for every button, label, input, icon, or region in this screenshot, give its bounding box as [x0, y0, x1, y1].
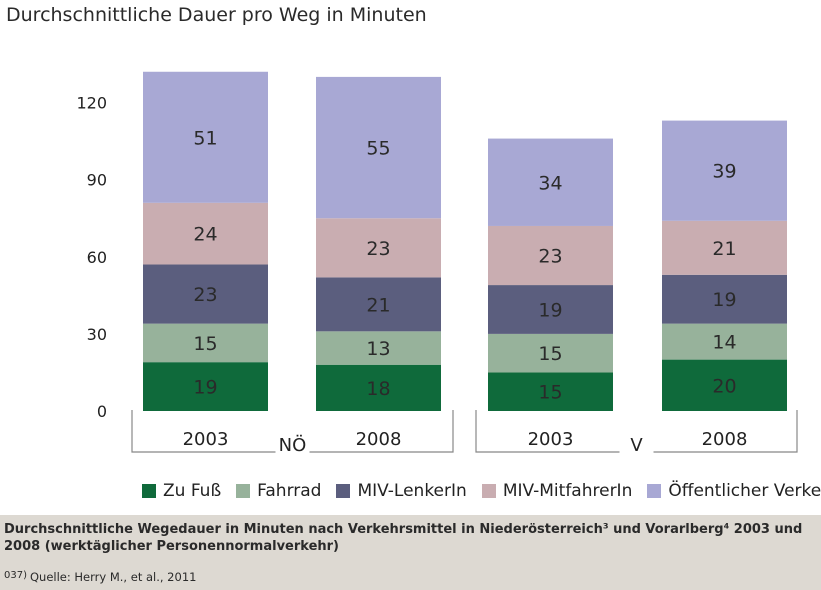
bar-segment: [143, 362, 268, 411]
bar-segment: [488, 372, 613, 411]
legend-swatch: [142, 484, 156, 498]
bar-segment: [143, 71, 268, 203]
legend-label: Öffentlicher Verkehr: [668, 481, 821, 501]
y-tick-label: 30: [87, 325, 107, 344]
x-tick-label: 2008: [356, 429, 402, 450]
data-label: 14: [712, 332, 736, 354]
legend-item: MIV-LenkerIn: [336, 481, 467, 501]
data-label: 13: [366, 338, 390, 360]
data-label: 24: [193, 224, 217, 246]
bar-segment: [488, 225, 613, 286]
bar-segment: [316, 331, 441, 365]
group-label-bg: [275, 432, 310, 458]
x-tick-label: 2008: [702, 429, 748, 450]
source-number: 037): [4, 570, 27, 581]
data-label: 21: [712, 238, 736, 260]
bar-segment: [488, 333, 613, 373]
caption-text: Durchschnittliche Wegedauer in Minuten n…: [4, 522, 803, 554]
data-label: 39: [712, 161, 736, 183]
legend-label: MIV-MitfahrerIn: [502, 481, 633, 501]
data-label: 23: [538, 246, 562, 268]
bar-segment: [143, 264, 268, 324]
legend-swatch: [336, 484, 351, 498]
legend-swatch: [236, 484, 251, 498]
data-label: 21: [366, 294, 390, 316]
data-label: 15: [538, 382, 562, 404]
source-line: 037) Quelle: Herry M., et al., 2011: [4, 570, 196, 584]
chart-title: Durchschnittliche Dauer pro Weg in Minut…: [6, 4, 427, 26]
y-tick-label: 60: [87, 248, 107, 267]
data-label: 55: [366, 138, 390, 160]
source-text: Quelle: Herry M., et al., 2011: [30, 570, 197, 584]
data-label: 20: [712, 375, 736, 397]
legend-label: MIV-LenkerIn: [357, 481, 467, 501]
data-label: 23: [193, 284, 217, 306]
data-label: 19: [712, 289, 736, 311]
legend-item: MIV-MitfahrerIn: [481, 481, 633, 501]
y-tick-label: 120: [76, 94, 107, 113]
data-label: 23: [366, 238, 390, 260]
legend-label: Fahrrad: [257, 481, 322, 501]
legend-label: Zu Fuß: [163, 481, 222, 501]
bar-segment: [143, 202, 268, 265]
bar-segment: [488, 285, 613, 334]
data-label: 19: [538, 299, 562, 321]
legend-swatch: [647, 484, 662, 498]
x-tick-label: 2003: [528, 429, 574, 450]
bar-segment: [316, 76, 441, 219]
bar-segment: [316, 218, 441, 278]
group-label-bg: [619, 432, 654, 458]
data-label: 18: [366, 378, 390, 400]
data-label: 34: [538, 172, 562, 194]
group-label: V: [630, 435, 643, 456]
legend: Zu Fuß Fahrrad MIV-LenkerIn MIV-MitfahrerIn…: [142, 479, 821, 503]
data-label: 15: [538, 343, 562, 365]
x-tick-label: 2003: [183, 429, 229, 450]
caption-box: Durchschnittliche Wegedauer in Minuten n…: [0, 515, 821, 590]
y-tick-label: 90: [87, 171, 107, 190]
legend-swatch: [481, 484, 496, 498]
y-tick-label: 0: [97, 402, 107, 421]
legend-item: Fahrrad: [236, 481, 321, 501]
bar-segment: [488, 138, 613, 226]
data-label: 51: [193, 127, 217, 149]
bar-segment: [662, 220, 787, 275]
bar-segment: [662, 120, 787, 221]
group-label: NÖ: [279, 434, 307, 456]
stacked-bar-chart: 0 30 60 90 120 19 15 23 24 51 2003 18 13 21 23 55 2008 15…: [76, 71, 798, 458]
bar-segment: [316, 364, 441, 411]
bar-segment: [316, 277, 441, 332]
bar-segment: [662, 323, 787, 360]
bar-segment: [662, 274, 787, 324]
data-label: 19: [193, 377, 217, 399]
legend-item: Öffentlicher Verkehr: [647, 481, 821, 501]
bar-segment: [662, 359, 787, 411]
legend-item: Zu Fuß: [142, 481, 221, 501]
bar-segment: [143, 323, 268, 363]
data-label: 15: [193, 333, 217, 355]
